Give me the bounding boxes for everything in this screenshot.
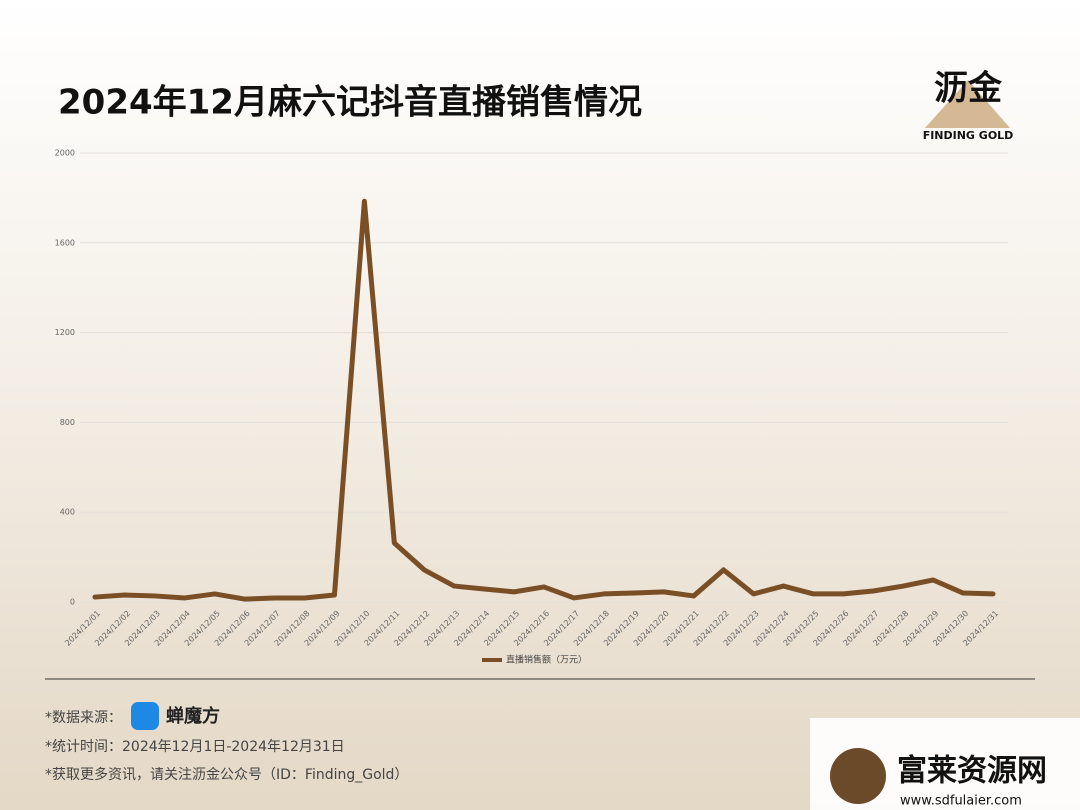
- y-tick-label: 1200: [55, 328, 75, 337]
- y-tick-label: 1600: [55, 238, 75, 247]
- logo-shape: [925, 80, 1010, 128]
- y-tick-label: 2000: [55, 149, 75, 158]
- watermark-icon: [830, 748, 886, 804]
- period: *统计时间：2024年12月1日-2024年12月31日: [45, 739, 345, 755]
- y-tick-label: 800: [60, 418, 75, 427]
- logo-name: 沥金: [934, 69, 1003, 109]
- source-icon: [131, 702, 159, 730]
- chart-title: 2024年12月麻六记抖音直播销售情况: [58, 83, 642, 123]
- source-label: *数据来源：: [45, 710, 122, 726]
- follow: *获取更多资讯，请关注沥金公众号（ID：Finding_Gold）: [45, 766, 408, 783]
- logo-tagline: FINDING GOLD: [923, 129, 1014, 142]
- legend-label: 直播销售额（万元）: [506, 654, 587, 666]
- line-series: [92, 198, 996, 602]
- watermark-url: www.sdfulaier.com: [900, 794, 1022, 809]
- y-tick-label: 0: [70, 598, 75, 607]
- y-tick-label: 400: [60, 508, 75, 517]
- source-name: 蝉魔方: [166, 705, 220, 727]
- watermark-name: 富莱资源网: [897, 754, 1047, 789]
